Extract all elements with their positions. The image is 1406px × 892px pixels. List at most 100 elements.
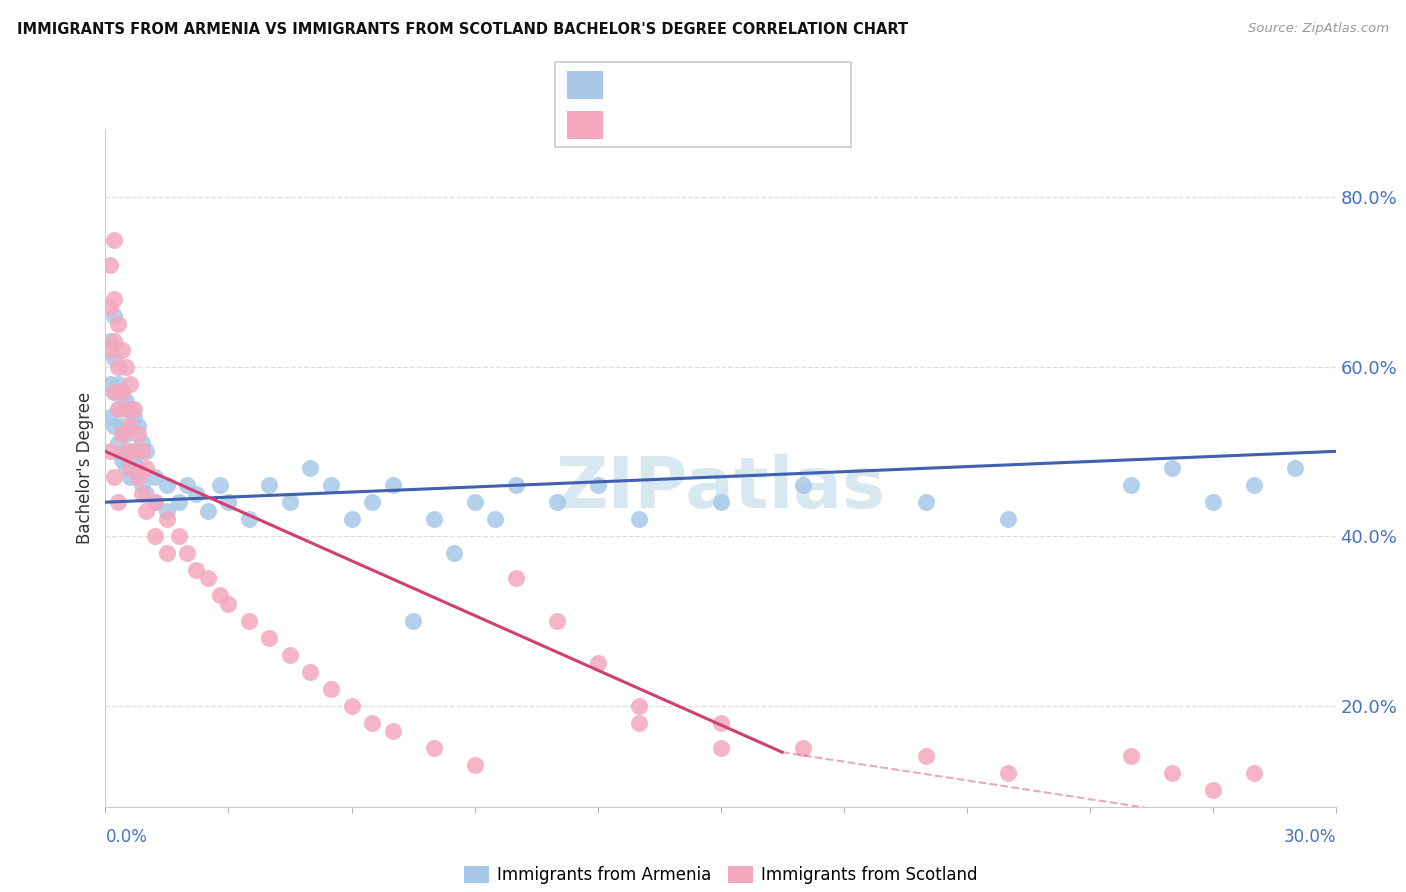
Point — [914, 749, 936, 764]
Point — [156, 546, 179, 560]
Point — [98, 300, 121, 315]
Point — [135, 461, 157, 475]
Point — [103, 419, 125, 434]
Point — [103, 385, 125, 400]
Point — [169, 529, 191, 543]
Point — [546, 614, 568, 628]
Point — [209, 478, 232, 492]
Point — [120, 444, 141, 458]
Text: 0.0%: 0.0% — [105, 828, 148, 846]
Point — [127, 470, 149, 484]
Point — [156, 512, 179, 526]
Point — [131, 444, 153, 458]
Point — [184, 487, 207, 501]
Point — [111, 419, 134, 434]
Point — [135, 487, 157, 501]
Point — [238, 614, 260, 628]
Point — [710, 740, 733, 755]
Point — [122, 444, 145, 458]
Point — [143, 495, 166, 509]
Point — [122, 453, 145, 467]
Point — [197, 572, 219, 586]
Legend: Immigrants from Armenia, Immigrants from Scotland: Immigrants from Armenia, Immigrants from… — [457, 859, 984, 890]
Point — [197, 503, 219, 517]
Point — [627, 715, 650, 730]
Point — [143, 495, 166, 509]
Point — [120, 376, 141, 391]
Point — [464, 758, 486, 772]
Point — [218, 597, 240, 611]
Point — [209, 589, 232, 603]
Point — [156, 503, 179, 517]
Point — [361, 715, 384, 730]
Point — [111, 453, 134, 467]
Point — [238, 512, 260, 526]
Point — [340, 512, 363, 526]
Point — [127, 461, 149, 475]
Point — [115, 444, 138, 458]
Point — [278, 495, 301, 509]
Point — [627, 512, 650, 526]
Point — [381, 478, 404, 492]
Point — [98, 376, 121, 391]
Point — [278, 648, 301, 662]
Point — [103, 292, 125, 306]
Point — [361, 495, 384, 509]
Point — [259, 478, 281, 492]
Point — [115, 359, 138, 374]
Point — [1202, 783, 1225, 797]
Point — [319, 681, 342, 696]
Point — [1202, 495, 1225, 509]
Point — [111, 385, 134, 400]
Point — [127, 419, 149, 434]
Point — [98, 410, 121, 425]
Point — [176, 478, 198, 492]
Point — [586, 657, 609, 671]
Point — [546, 495, 568, 509]
Point — [115, 401, 138, 416]
FancyBboxPatch shape — [567, 111, 603, 139]
Point — [1119, 478, 1142, 492]
Point — [176, 546, 198, 560]
Point — [98, 444, 121, 458]
Point — [1243, 766, 1265, 780]
Point — [381, 724, 404, 739]
Point — [422, 512, 444, 526]
Point — [422, 740, 444, 755]
Point — [115, 427, 138, 442]
Point — [107, 401, 129, 416]
Point — [122, 410, 145, 425]
Point — [111, 427, 134, 442]
Point — [299, 665, 322, 679]
Point — [127, 427, 149, 442]
Point — [103, 470, 125, 484]
Point — [1119, 749, 1142, 764]
Point — [103, 334, 125, 349]
Point — [135, 444, 157, 458]
Point — [107, 376, 129, 391]
Point — [115, 461, 138, 475]
Point — [115, 393, 138, 408]
Point — [319, 478, 342, 492]
Point — [443, 546, 465, 560]
Point — [120, 419, 141, 434]
Point — [484, 512, 506, 526]
Point — [505, 478, 527, 492]
Point — [143, 529, 166, 543]
Point — [169, 495, 191, 509]
Point — [120, 461, 141, 475]
Point — [710, 495, 733, 509]
Point — [107, 436, 129, 450]
Point — [103, 351, 125, 366]
Point — [792, 740, 814, 755]
Point — [340, 698, 363, 713]
Point — [103, 309, 125, 323]
Point — [143, 470, 166, 484]
Point — [997, 766, 1019, 780]
Point — [122, 401, 145, 416]
Point — [131, 436, 153, 450]
Point — [184, 563, 207, 577]
FancyBboxPatch shape — [567, 71, 603, 99]
Point — [914, 495, 936, 509]
Point — [98, 258, 121, 272]
